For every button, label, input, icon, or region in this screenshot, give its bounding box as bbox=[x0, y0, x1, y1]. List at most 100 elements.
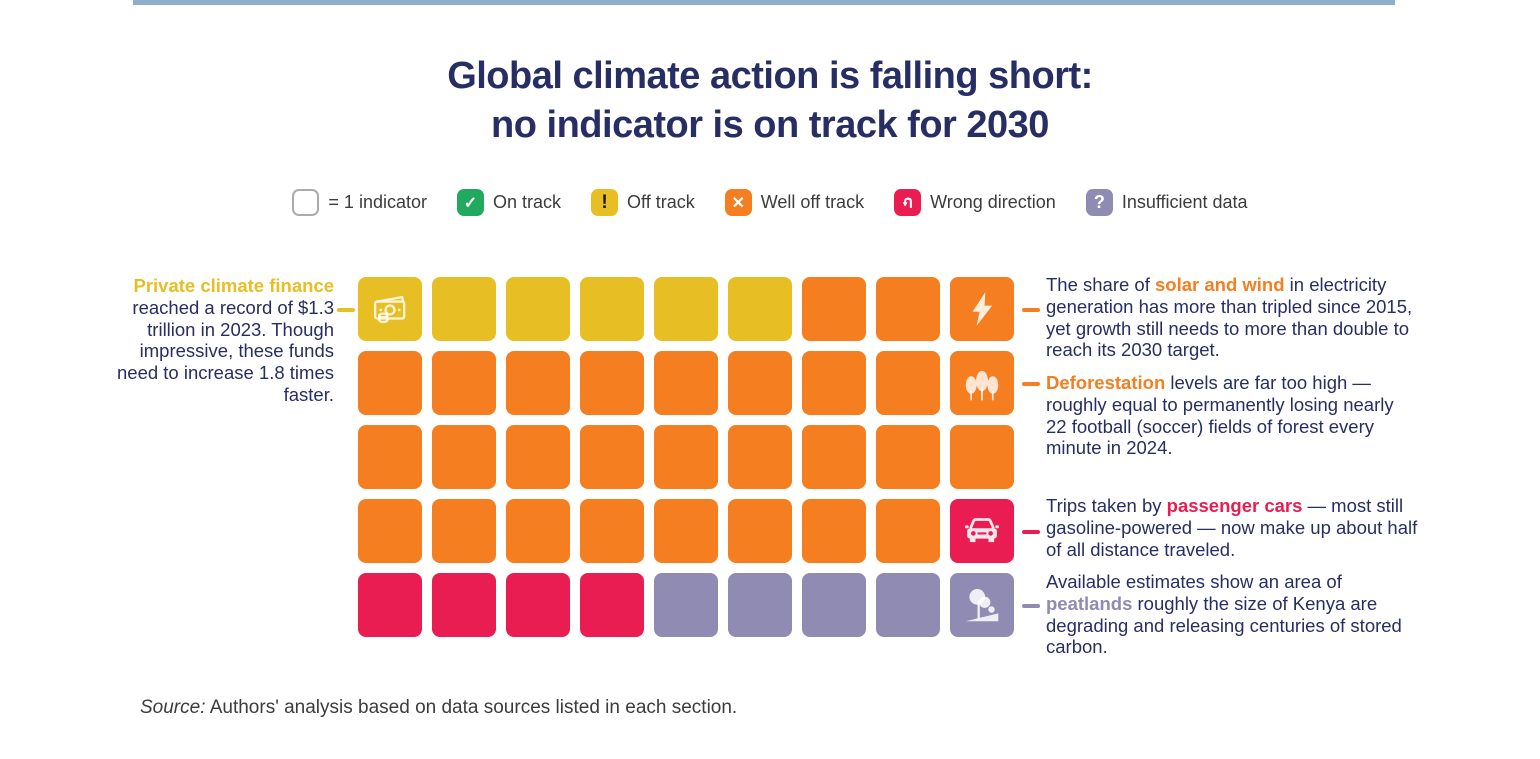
connector-line-deforestation bbox=[1022, 382, 1040, 386]
annotation-highlight-deforestation: Deforestation bbox=[1046, 372, 1166, 393]
source-note: Source: Authors' analysis based on data … bbox=[140, 697, 737, 719]
connector-line-peatlands bbox=[1022, 604, 1040, 608]
annotation-highlight-peatlands: peatlands bbox=[1046, 592, 1133, 614]
indicator-square-off-track bbox=[580, 277, 644, 341]
legend-label-off-track: Off track bbox=[627, 192, 695, 212]
indicator-square-wrong-direction bbox=[506, 573, 570, 637]
indicator-square-wrong-direction-passenger-cars bbox=[950, 499, 1014, 563]
peatland-tree-icon bbox=[965, 589, 999, 622]
page-title-line1: Global climate action is falling short: bbox=[447, 55, 1093, 97]
indicator-square-insufficient-data bbox=[876, 573, 940, 637]
annotation-text-private-climate-finance: reached a record of $1.3 trillion in 202… bbox=[117, 296, 334, 406]
legend-item-wrong-direction: Wrong direction bbox=[894, 189, 1056, 216]
indicator-square-well-off-track bbox=[506, 351, 570, 415]
indicator-square-insufficient-data bbox=[728, 573, 792, 637]
indicator-square-well-off-track-deforestation bbox=[950, 351, 1014, 415]
legend-item-insufficient-data: ? Insufficient data bbox=[1085, 189, 1248, 216]
legend-label-wrong-direction: Wrong direction bbox=[930, 192, 1056, 212]
connector-line-private-climate-finance bbox=[337, 308, 355, 312]
indicator-square-well-off-track bbox=[580, 351, 644, 415]
indicator-unit-square-icon bbox=[292, 189, 320, 216]
indicator-square-well-off-track bbox=[654, 425, 718, 489]
indicator-square-well-off-track bbox=[950, 425, 1014, 489]
indicator-square-well-off-track bbox=[728, 351, 792, 415]
indicator-square-well-off-track bbox=[358, 499, 422, 563]
indicator-square-wrong-direction bbox=[358, 573, 422, 637]
connector-line-passenger-cars bbox=[1022, 530, 1040, 534]
source-text: Authors' analysis based on data sources … bbox=[205, 697, 738, 718]
lightning-bolt-icon bbox=[972, 292, 993, 326]
legend: = 1 indicator ✓ On track ! Off track ✕ W… bbox=[0, 189, 1540, 216]
waffle-chart-grid bbox=[358, 277, 1014, 637]
indicator-square-insufficient-data bbox=[802, 573, 866, 637]
car-icon bbox=[965, 518, 999, 543]
annotation-passenger-cars: Trips taken by passenger cars — most sti… bbox=[1046, 495, 1418, 560]
annotation-highlight-passenger-cars: passenger cars bbox=[1166, 495, 1303, 516]
annotation-peatlands: Available estimates show an area of peat… bbox=[1046, 571, 1418, 658]
annotation-pre-passenger-cars: Trips taken by bbox=[1046, 495, 1167, 516]
legend-item-off-track: ! Off track bbox=[591, 189, 695, 216]
trees-icon bbox=[965, 370, 999, 401]
indicator-square-well-off-track bbox=[876, 277, 940, 341]
exclamation-icon: ! bbox=[591, 189, 619, 216]
legend-label-unit: = 1 indicator bbox=[328, 192, 427, 212]
annotation-solar-and-wind: The share of solar and wind in electrici… bbox=[1046, 274, 1418, 361]
indicator-square-well-off-track bbox=[802, 499, 866, 563]
legend-label-insufficient-data: Insufficient data bbox=[1121, 192, 1248, 212]
page-title-line2: no indicator is on track for 2030 bbox=[491, 103, 1049, 146]
x-icon: ✕ bbox=[724, 189, 752, 216]
indicator-square-well-off-track bbox=[358, 351, 422, 415]
indicator-square-well-off-track bbox=[580, 425, 644, 489]
annotation-post-deforestation: levels are far too high — roughly equal … bbox=[1046, 372, 1394, 459]
indicator-square-well-off-track bbox=[506, 499, 570, 563]
legend-label-well-off-track: Well off track bbox=[760, 192, 865, 212]
annotation-pre-peatlands: Available estimates show an area of bbox=[1046, 571, 1342, 592]
indicator-square-well-off-track bbox=[580, 499, 644, 563]
indicator-square-well-off-track bbox=[358, 425, 422, 489]
indicator-square-wrong-direction bbox=[432, 573, 496, 637]
indicator-square-insufficient-data bbox=[654, 573, 718, 637]
indicator-square-insufficient-data-peatlands bbox=[950, 573, 1014, 637]
indicator-square-off-track bbox=[728, 277, 792, 341]
indicator-square-off-track-private-climate-finance bbox=[358, 277, 422, 341]
indicator-square-well-off-track bbox=[802, 351, 866, 415]
annotation-private-climate-finance: Private climate finance reached a record… bbox=[98, 275, 334, 406]
u-turn-arrow-icon bbox=[894, 189, 922, 216]
annotation-highlight-private-climate-finance: Private climate finance bbox=[133, 275, 334, 296]
banknote-coins-icon bbox=[373, 295, 406, 324]
indicator-square-well-off-track bbox=[432, 499, 496, 563]
legend-item-well-off-track: ✕ Well off track bbox=[724, 189, 865, 216]
annotation-pre-solar-and-wind: The share of bbox=[1046, 274, 1156, 295]
page-title: Global climate action is falling short: … bbox=[0, 52, 1540, 149]
indicator-square-off-track bbox=[654, 277, 718, 341]
indicator-square-well-off-track bbox=[876, 425, 940, 489]
annotation-post-passenger-cars: — most still gasoline-powered — now make… bbox=[1046, 495, 1418, 560]
indicator-square-well-off-track bbox=[432, 351, 496, 415]
source-label: Source: bbox=[140, 697, 206, 718]
indicator-square-well-off-track bbox=[506, 425, 570, 489]
annotation-post-solar-and-wind: in electricity generation has more than … bbox=[1046, 274, 1413, 361]
legend-item-unit: = 1 indicator bbox=[292, 189, 427, 216]
legend-item-on-track: ✓ On track bbox=[456, 189, 562, 216]
annotation-post-peatlands: roughly the size of Kenya are degrading … bbox=[1046, 592, 1402, 658]
indicator-square-well-off-track bbox=[654, 351, 718, 415]
indicator-square-well-off-track bbox=[728, 499, 792, 563]
indicator-square-well-off-track bbox=[728, 425, 792, 489]
indicator-square-well-off-track bbox=[654, 499, 718, 563]
indicator-square-well-off-track bbox=[876, 351, 940, 415]
legend-label-on-track: On track bbox=[492, 192, 562, 212]
annotation-deforestation: Deforestation levels are far too high — … bbox=[1046, 372, 1418, 459]
indicator-square-off-track bbox=[432, 277, 496, 341]
question-mark-icon: ? bbox=[1085, 189, 1113, 216]
indicator-square-off-track bbox=[506, 277, 570, 341]
indicator-square-well-off-track-solar-and-wind bbox=[950, 277, 1014, 341]
indicator-square-well-off-track bbox=[876, 499, 940, 563]
top-divider-rule bbox=[133, 0, 1395, 5]
indicator-square-well-off-track bbox=[432, 425, 496, 489]
indicator-square-wrong-direction bbox=[580, 573, 644, 637]
indicator-square-well-off-track bbox=[802, 277, 866, 341]
indicator-square-well-off-track bbox=[802, 425, 866, 489]
check-icon: ✓ bbox=[456, 189, 484, 216]
annotation-highlight-solar-and-wind: solar and wind bbox=[1155, 274, 1285, 295]
connector-line-solar-and-wind bbox=[1022, 308, 1040, 312]
